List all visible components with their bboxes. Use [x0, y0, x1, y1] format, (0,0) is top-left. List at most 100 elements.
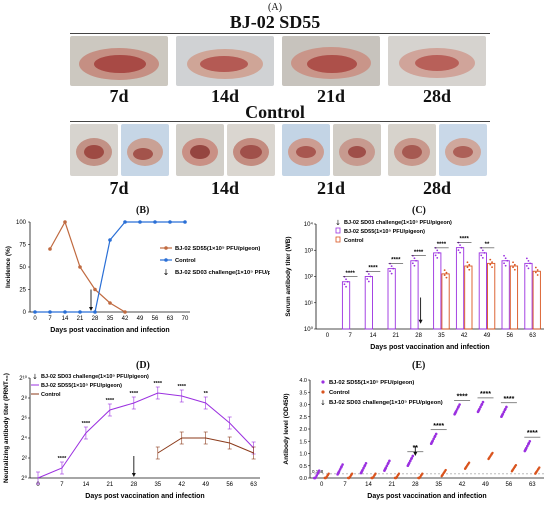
- data-point: [93, 310, 97, 314]
- scatter-point-control: [536, 468, 540, 471]
- x-tick-label: 7: [60, 482, 64, 488]
- bar-control-point: [512, 266, 514, 269]
- bar-sd55-point: [481, 249, 484, 252]
- scatter-point-sd55: [502, 410, 506, 414]
- legend-label-sd55: BJ-02 SD55(1×10⁵ PFU/pigeon): [329, 380, 414, 386]
- x-axis-label: Days post vaccination and infection: [367, 493, 486, 500]
- photo-control-21d-b: [333, 124, 381, 176]
- bar-sd55-point: [436, 249, 439, 252]
- bar-control-point: [468, 263, 471, 266]
- x-tick-label: 21: [107, 482, 114, 488]
- scatter-point-sd55: [316, 472, 319, 475]
- significance-label: ****: [106, 398, 115, 404]
- scatter-point-control: [441, 473, 444, 477]
- scatter-point-control: [347, 476, 351, 480]
- bar-sd55-point: [480, 254, 483, 257]
- photo-sd55-7d: [70, 36, 168, 86]
- x-tick-label: 0: [320, 482, 324, 488]
- bar-control-point: [534, 266, 537, 269]
- scatter-point-sd55: [501, 413, 504, 417]
- bar-sd55-point: [415, 259, 417, 262]
- x-tick-label: 63: [250, 482, 257, 488]
- bar-control-point: [491, 261, 493, 264]
- scatter-point-sd55: [481, 400, 485, 404]
- x-tick-label: 35: [154, 482, 161, 488]
- bar-control-point: [513, 263, 516, 266]
- legend-label-sd55: BJ-02 SD55(1×10⁵ PFU/pigeon): [175, 246, 260, 252]
- x-tick-label: 21: [77, 316, 84, 322]
- scatter-point-sd55: [360, 469, 364, 473]
- legend-swatch-sd55: [335, 227, 341, 234]
- bar-sd55-point: [504, 264, 507, 267]
- scatter-point-sd55: [411, 454, 415, 458]
- significance-label: ****: [154, 381, 163, 387]
- y-tick-label: 2⁸: [21, 395, 27, 402]
- bar-sd55-point: [389, 270, 391, 273]
- bar-control: [464, 265, 473, 330]
- scatter-point-control: [417, 476, 421, 480]
- x-tick-label: 28: [130, 482, 137, 488]
- bar-control: [532, 270, 541, 330]
- x-tick-label: 42: [461, 333, 468, 339]
- x-tick-label: 0: [33, 316, 37, 322]
- data-point: [93, 287, 97, 292]
- scatter-point-sd55: [434, 432, 438, 436]
- scatter-point-sd55: [409, 459, 412, 463]
- bar-sd55-point: [411, 262, 414, 265]
- y-tick-label: 2¹⁰: [19, 375, 27, 382]
- scatter-point-sd55: [337, 471, 340, 474]
- x-axis-label: Days post vaccination and infection: [370, 344, 489, 351]
- significance-label: ****: [368, 266, 378, 272]
- bar-sd55: [387, 268, 396, 330]
- bar-sd55: [341, 281, 351, 330]
- scatter-point-control: [490, 453, 493, 456]
- bar-sd55-point: [459, 244, 461, 247]
- bar-sd55-point: [437, 251, 440, 254]
- y-tick-label: 0: [23, 310, 27, 316]
- bar-control-point: [443, 274, 446, 277]
- challenge-arrow-head: [89, 307, 93, 311]
- bar-sd55-point: [367, 273, 370, 275]
- scatter-point-control: [491, 451, 494, 455]
- data-point: [108, 238, 112, 242]
- y-tick-label: 3.0: [299, 403, 307, 409]
- x-tick-label: 35: [435, 482, 442, 488]
- scatter-point-sd55: [430, 440, 434, 444]
- bar-control-point: [489, 258, 492, 261]
- photo-control-14d-b: [227, 124, 275, 176]
- y-tick-label: 10⁴: [304, 221, 314, 228]
- scatter-point-sd55: [388, 459, 391, 463]
- x-tick-label: 14: [370, 333, 377, 339]
- bar-sd55-point: [457, 249, 460, 252]
- bar-sd55-point: [483, 251, 486, 254]
- scatter-point-control: [464, 466, 468, 469]
- y-tick-label: 3.5: [299, 390, 307, 396]
- scatter-point-control: [397, 472, 401, 475]
- bar-control-point: [445, 271, 448, 274]
- panel-d-letter: (D): [136, 360, 150, 371]
- scatter-point-sd55: [480, 403, 483, 407]
- legend-arrow-icon: ↓: [320, 399, 326, 407]
- scatter-point-sd55: [386, 462, 390, 466]
- bar-sd55-point: [345, 278, 347, 281]
- scatter-point-control: [374, 472, 377, 475]
- bar-control: [487, 262, 496, 330]
- photo-sd55-14d: [176, 36, 274, 86]
- x-tick-label: 21: [389, 482, 396, 488]
- scatter-point-sd55: [384, 467, 387, 470]
- scatter-point-sd55: [432, 437, 435, 441]
- x-tick-label: 63: [529, 333, 536, 339]
- x-tick-label: 63: [167, 316, 174, 322]
- bar-sd55-point: [527, 267, 530, 270]
- y-tick-label: 0.0: [299, 476, 307, 482]
- panel-b-letter: (B): [136, 205, 150, 216]
- bar-sd55: [524, 262, 533, 330]
- bar-sd55-point: [460, 246, 463, 249]
- photo-control-28d-a: [388, 124, 436, 176]
- scatter-point-sd55: [317, 469, 321, 472]
- scatter-point-sd55: [339, 466, 343, 469]
- significance-label: ****: [460, 237, 470, 243]
- scatter-point-control: [466, 463, 470, 466]
- top-day-14: 14d: [210, 86, 239, 106]
